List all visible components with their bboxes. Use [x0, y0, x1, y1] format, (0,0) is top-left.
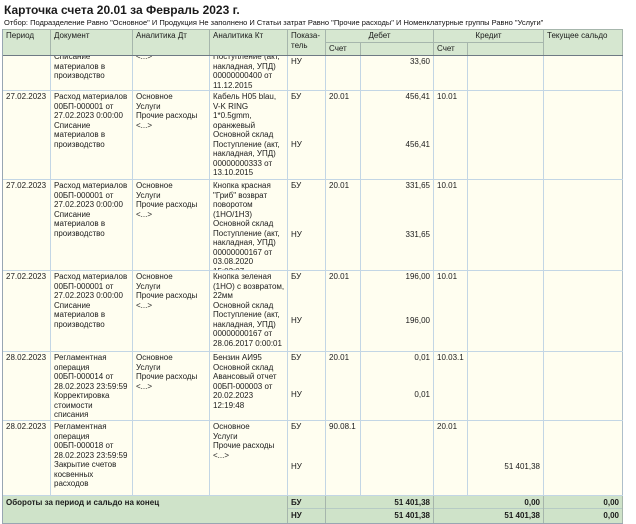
cell-analytics-dt[interactable]: Основное Услуги Прочие расходы <...>	[133, 180, 210, 270]
cell-debit-account[interactable]	[326, 56, 361, 90]
cell-debit-amount[interactable]: 33,60	[361, 56, 434, 90]
table-row: 27.02.2023 Расход материалов 00БП-000001…	[3, 180, 623, 271]
col-header-period: Период	[3, 30, 51, 55]
cell-debit-account[interactable]: 20.01	[326, 91, 361, 179]
cell-indicator[interactable]: БУ НУ	[288, 180, 326, 270]
cell-period[interactable]: 28.02.2023	[3, 421, 51, 495]
summary-debit-total[interactable]: 51 401,38 51 401,38	[326, 496, 434, 523]
cell-analytics-dt[interactable]: Основное Услуги Прочие расходы <...>	[133, 352, 210, 420]
cell-credit-amount[interactable]	[468, 180, 544, 270]
cell-document[interactable]: Расход материалов 00БП-000001 от 27.02.2…	[51, 271, 133, 351]
col-header-credit-account: Счет	[434, 43, 468, 55]
cell-indicator[interactable]: БУ НУ	[288, 352, 326, 420]
cell-indicator[interactable]: БУ НУ	[288, 421, 326, 495]
cell-document[interactable]: Регламентная операция 00БП-000018 от 28.…	[51, 421, 133, 495]
cell-period[interactable]: 28.02.2023	[3, 352, 51, 420]
cell-balance[interactable]	[544, 421, 623, 495]
cell-balance[interactable]	[544, 271, 623, 351]
col-header-analytics-dt: Аналитика Дт	[133, 30, 210, 55]
cell-document[interactable]: Регламентная операция 00БП-000014 от 28.…	[51, 352, 133, 420]
cell-period[interactable]: 27.02.2023	[3, 271, 51, 351]
col-header-indicator: Показа- тель	[288, 30, 326, 55]
cell-analytics-kt[interactable]: Основное Услуги Прочие расходы <...>	[210, 421, 288, 495]
cell-debit-account[interactable]: 20.01	[326, 352, 361, 420]
col-header-debit: Дебет	[326, 30, 434, 43]
cell-credit-amount[interactable]	[468, 271, 544, 351]
col-header-debit-account: Счет	[326, 43, 361, 55]
cell-debit-amount[interactable]	[361, 421, 434, 495]
filter-line: Отбор: Подразделение Равно "Основное" И …	[4, 18, 544, 27]
cell-period[interactable]: 27.02.2023	[3, 91, 51, 179]
cell-credit-amount[interactable]: 51 401,38	[468, 421, 544, 495]
cell-credit-amount[interactable]	[468, 352, 544, 420]
cell-document[interactable]: Расход материалов 00БП-000001 от 27.02.2…	[51, 180, 133, 270]
cell-credit-amount[interactable]	[468, 56, 544, 90]
cell-indicator[interactable]: БУ НУ	[288, 91, 326, 179]
cell-balance[interactable]	[544, 352, 623, 420]
col-header-credit-amount	[468, 43, 544, 55]
cell-document[interactable]: Расход материалов 00БП-000001 от 27.02.2…	[51, 91, 133, 179]
summary-indicator[interactable]: БУ НУ	[288, 496, 326, 523]
cell-credit-account[interactable]: 10.01	[434, 271, 468, 351]
cell-analytics-dt[interactable]: <...>	[133, 56, 210, 90]
cell-debit-amount[interactable]: 331,65 331,65	[361, 180, 434, 270]
summary-credit-total[interactable]: 0,00 51 401,38	[434, 496, 544, 523]
cell-indicator[interactable]: НУ	[288, 56, 326, 90]
table-row: 27.02.2023 Расход материалов 00БП-000001…	[3, 271, 623, 352]
col-header-credit: Кредит	[434, 30, 544, 43]
cell-balance[interactable]	[544, 91, 623, 179]
table-row: 27.02.2023 Расход материалов 00БП-000001…	[3, 91, 623, 180]
cell-period[interactable]	[3, 56, 51, 90]
cell-credit-account[interactable]: 10.03.1	[434, 352, 468, 420]
col-header-analytics-kt: Аналитика Кт	[210, 30, 288, 55]
cell-credit-account[interactable]	[434, 56, 468, 90]
cell-credit-amount[interactable]	[468, 91, 544, 179]
cell-debit-amount[interactable]: 456,41 456,41	[361, 91, 434, 179]
cell-analytics-kt[interactable]: Бензин АИ95 Основной склад Авансовый отч…	[210, 352, 288, 420]
cell-analytics-kt[interactable]: Кнопка зеленая (1НО) с возвратом, 22мм О…	[210, 271, 288, 351]
cell-indicator[interactable]: БУ НУ	[288, 271, 326, 351]
cell-balance[interactable]	[544, 56, 623, 90]
cell-analytics-dt[interactable]: Основное Услуги Прочие расходы <...>	[133, 91, 210, 179]
cell-debit-account[interactable]: 20.01	[326, 180, 361, 270]
cell-analytics-kt[interactable]: Кнопка красная "Гриб" возврат поворотом …	[210, 180, 288, 270]
report-title: Карточка счета 20.01 за Февраль 2023 г.	[4, 3, 240, 17]
summary-label[interactable]: Обороты за период и сальдо на конец	[3, 496, 288, 523]
cell-debit-account[interactable]: 90.08.1	[326, 421, 361, 495]
col-header-debit-amount	[361, 43, 434, 55]
cell-analytics-kt[interactable]: Поступление (акт, накладная, УПД) 000000…	[210, 56, 288, 90]
account-card-table: Период Документ Аналитика Дт Аналитика К…	[2, 29, 623, 524]
cell-debit-amount[interactable]: 196,00 196,00	[361, 271, 434, 351]
col-header-document: Документ	[51, 30, 133, 55]
cell-debit-amount[interactable]: 0,01 0,01	[361, 352, 434, 420]
cell-balance[interactable]	[544, 180, 623, 270]
cell-credit-account[interactable]: 20.01	[434, 421, 468, 495]
cell-credit-account[interactable]: 10.01	[434, 91, 468, 179]
table-header: Период Документ Аналитика Дт Аналитика К…	[3, 29, 623, 56]
cell-debit-account[interactable]: 20.01	[326, 271, 361, 351]
cell-period[interactable]: 27.02.2023	[3, 180, 51, 270]
col-header-balance: Текущее сальдо	[544, 30, 623, 55]
cell-document[interactable]: Списание материалов в производство	[51, 56, 133, 90]
cell-analytics-dt[interactable]: Основное Услуги Прочие расходы <...>	[133, 271, 210, 351]
table-row: 28.02.2023 Регламентная операция 00БП-00…	[3, 352, 623, 421]
summary-balance-total[interactable]: 0,00 0,00	[544, 496, 623, 523]
cell-analytics-dt[interactable]	[133, 421, 210, 495]
cell-analytics-kt[interactable]: Кабель H05 blau, V-K RING 1*0.5gmm, оран…	[210, 91, 288, 179]
cell-credit-account[interactable]: 10.01	[434, 180, 468, 270]
table-row: 28.02.2023 Регламентная операция 00БП-00…	[3, 421, 623, 496]
table-row: Списание материалов в производство <...>…	[3, 56, 623, 91]
